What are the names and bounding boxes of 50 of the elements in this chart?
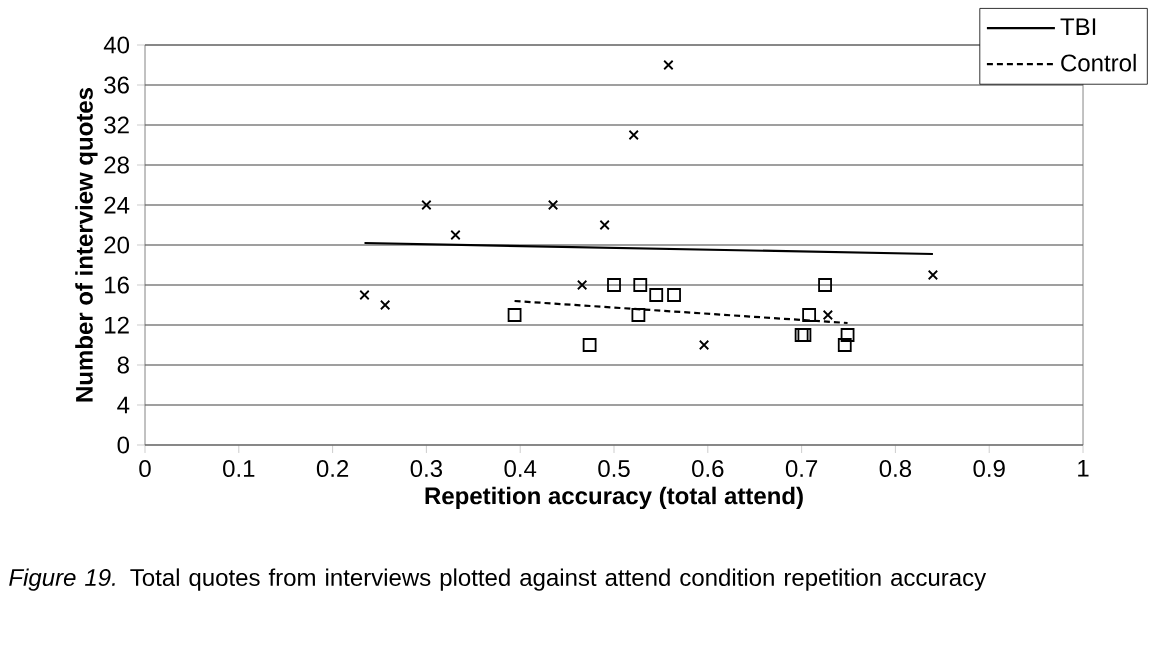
point <box>607 278 621 292</box>
y-tick-label: 36 <box>104 76 129 94</box>
point <box>840 328 855 342</box>
point <box>507 308 522 322</box>
x-tick-label: 0.9 <box>973 460 1005 478</box>
x-axis-title: Repetition accuracy (total attend) <box>425 486 803 510</box>
x-tick-label: 0 <box>139 460 151 478</box>
point <box>582 338 597 352</box>
point <box>633 278 648 292</box>
y-tick-label: 8 <box>117 356 129 374</box>
x-tick-label: 0.3 <box>410 460 443 478</box>
x-tick-label: 0.6 <box>692 460 724 478</box>
point <box>927 269 939 281</box>
y-tick-label: 32 <box>104 116 129 134</box>
x-tick-label: 0.1 <box>223 460 255 478</box>
y-tick-label: 16 <box>105 276 129 294</box>
x-tick-label: 0.8 <box>879 460 912 478</box>
point <box>628 129 639 141</box>
legend-label: TBI <box>1060 18 1096 35</box>
x-tick-label: 1 <box>1078 460 1089 477</box>
x-tick-label: 0.2 <box>316 460 349 478</box>
text: Figure 19. Total quotes from interviews plotted against attend condition repetition accuracy <box>9 568 987 591</box>
point <box>421 199 432 211</box>
y-tick-label: 0 <box>117 436 130 454</box>
y-tick-label: 40 <box>103 36 130 54</box>
legend-label: Control <box>1061 53 1136 72</box>
point <box>631 308 646 322</box>
point <box>599 219 610 231</box>
point <box>576 279 588 291</box>
point <box>818 278 832 292</box>
point <box>822 309 834 321</box>
point <box>649 288 664 302</box>
y-tick-label: 20 <box>104 236 130 254</box>
y-tick-label: 4 <box>117 396 130 414</box>
point <box>547 199 559 211</box>
x-tick-label: 0.5 <box>598 460 630 478</box>
x-tick-label: 0.4 <box>504 460 537 478</box>
point <box>698 339 710 351</box>
point <box>837 338 852 352</box>
y-axis-title: Number of interview quotes <box>75 87 98 402</box>
point <box>359 289 370 301</box>
y-tick-label: 24 <box>104 196 130 214</box>
x-tick-label: 0.7 <box>785 460 818 478</box>
y-tick-label: 12 <box>105 316 129 334</box>
point <box>450 229 461 241</box>
y-tick-label: 28 <box>104 156 129 174</box>
point <box>802 308 817 322</box>
point <box>667 288 681 302</box>
point <box>379 299 391 311</box>
point <box>663 59 674 71</box>
